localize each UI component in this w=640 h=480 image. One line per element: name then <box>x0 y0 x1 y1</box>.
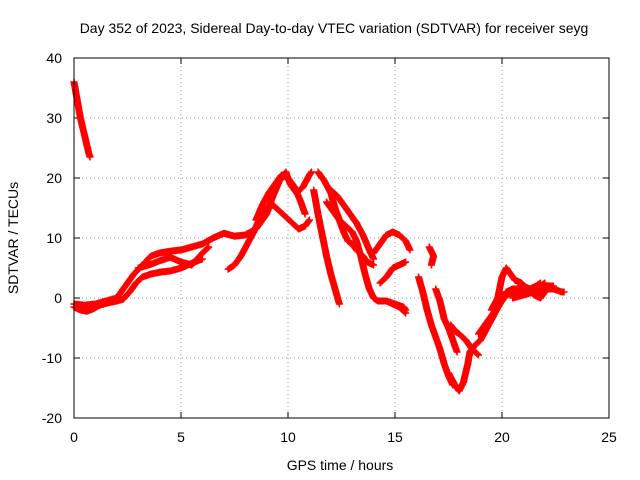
x-tick-label: 20 <box>494 429 510 445</box>
series-marks-s13 <box>382 297 410 317</box>
chart-title: Day 352 of 2023, Sidereal Day-to-day VTE… <box>80 20 589 36</box>
series-marks-s4 <box>134 243 213 272</box>
series-marks-s8 <box>310 186 343 308</box>
x-tick-label: 0 <box>70 429 78 445</box>
y-axis-label: SDTVAR / TECUs <box>5 182 21 294</box>
series-marks-s22 <box>498 279 549 299</box>
y-tick-label: -10 <box>42 350 62 366</box>
y-tick-label: 40 <box>46 50 62 66</box>
series-marks-s10 <box>327 186 378 263</box>
y-tick-labels: -20 -10 0 10 20 30 40 <box>42 50 62 426</box>
x-tick-label: 5 <box>177 429 185 445</box>
plot-frame <box>73 57 610 419</box>
y-tick-label: 30 <box>46 110 62 126</box>
series-marks-s6 <box>252 171 309 224</box>
y-tick-label: 0 <box>54 290 62 306</box>
series-marks-s11 <box>370 228 414 257</box>
series-marks-s12 <box>376 258 410 287</box>
x-axis-label: GPS time / hours <box>287 457 394 473</box>
y-tick-label: -20 <box>42 410 62 426</box>
y-tick-label: 20 <box>46 170 62 186</box>
x-tick-label: 10 <box>280 429 296 445</box>
series-marks-s14 <box>425 243 437 269</box>
x-tick-label: 15 <box>387 429 403 445</box>
grid-lines <box>74 58 609 418</box>
x-tick-labels: 0 5 10 15 20 25 <box>70 429 617 445</box>
data-marks <box>70 78 568 395</box>
y-tick-label: 10 <box>46 230 62 246</box>
x-tick-label: 25 <box>601 429 617 445</box>
series-marks-s16 <box>432 285 461 356</box>
